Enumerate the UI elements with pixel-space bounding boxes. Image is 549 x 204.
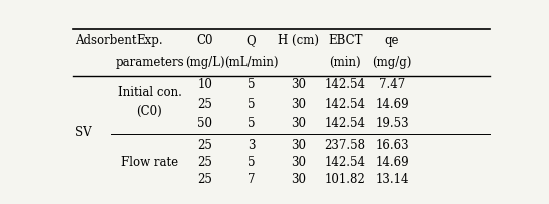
Text: 25: 25	[197, 139, 212, 152]
Text: 16.63: 16.63	[375, 139, 409, 152]
Text: 142.54: 142.54	[324, 117, 366, 130]
Text: H (cm): H (cm)	[278, 34, 319, 47]
Text: Adsorbent: Adsorbent	[75, 34, 137, 47]
Text: (mL/min): (mL/min)	[225, 56, 279, 69]
Text: 25: 25	[197, 156, 212, 169]
Text: C0: C0	[197, 34, 213, 47]
Text: qe: qe	[385, 34, 399, 47]
Text: 19.53: 19.53	[375, 117, 409, 130]
Text: 30: 30	[291, 98, 306, 111]
Text: 5: 5	[248, 98, 255, 111]
Text: 14.69: 14.69	[375, 98, 409, 111]
Text: 50: 50	[197, 117, 212, 130]
Text: Flow rate: Flow rate	[121, 156, 178, 169]
Text: 7.47: 7.47	[379, 78, 405, 91]
Text: (C0): (C0)	[137, 105, 163, 118]
Text: 142.54: 142.54	[324, 156, 366, 169]
Text: parameters: parameters	[115, 56, 184, 69]
Text: 30: 30	[291, 117, 306, 130]
Text: 142.54: 142.54	[324, 78, 366, 91]
Text: 10: 10	[197, 78, 212, 91]
Text: 25: 25	[197, 98, 212, 111]
Text: EBCT: EBCT	[328, 34, 362, 47]
Text: 25: 25	[197, 173, 212, 186]
Text: (min): (min)	[329, 56, 361, 69]
Text: 142.54: 142.54	[324, 98, 366, 111]
Text: 237.58: 237.58	[324, 139, 366, 152]
Text: 30: 30	[291, 156, 306, 169]
Text: 13.14: 13.14	[375, 173, 409, 186]
Text: 30: 30	[291, 78, 306, 91]
Text: 3: 3	[248, 139, 255, 152]
Text: 5: 5	[248, 78, 255, 91]
Text: 101.82: 101.82	[325, 173, 366, 186]
Text: 5: 5	[248, 117, 255, 130]
Text: Exp.: Exp.	[136, 34, 163, 47]
Text: Q: Q	[247, 34, 256, 47]
Text: SV: SV	[75, 126, 92, 139]
Text: (mg/g): (mg/g)	[372, 56, 412, 69]
Text: 14.69: 14.69	[375, 156, 409, 169]
Text: 30: 30	[291, 173, 306, 186]
Text: Initial con.: Initial con.	[117, 86, 181, 99]
Text: 30: 30	[291, 139, 306, 152]
Text: (mg/L): (mg/L)	[185, 56, 225, 69]
Text: 5: 5	[248, 156, 255, 169]
Text: 7: 7	[248, 173, 255, 186]
